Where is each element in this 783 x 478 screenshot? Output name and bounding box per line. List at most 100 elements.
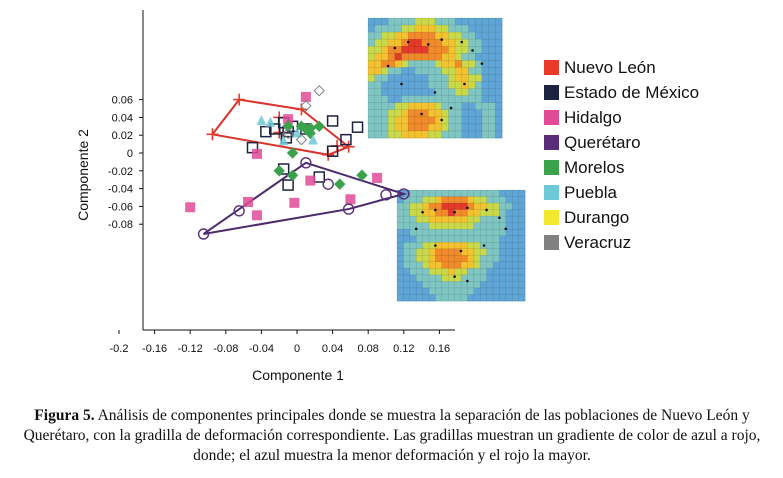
grid-cell	[448, 81, 456, 89]
grid-cell	[416, 229, 423, 237]
grid-cell	[394, 53, 402, 61]
grid-cell	[409, 229, 417, 237]
grid-cell	[428, 67, 436, 75]
grid-cell	[488, 81, 496, 89]
grid-cell	[499, 216, 507, 223]
grid-cell	[455, 18, 463, 26]
point-puebla	[292, 127, 302, 138]
grid-cell	[397, 268, 404, 276]
grid-cell	[480, 268, 487, 276]
grid-cell	[401, 60, 409, 68]
grid-cell	[414, 74, 422, 82]
grid-cell	[467, 248, 475, 256]
grid-cell	[512, 216, 519, 223]
grid-cell	[461, 109, 469, 118]
grid-cell	[481, 32, 489, 40]
legend-item: Nuevo León	[544, 55, 699, 80]
grid-cell	[488, 67, 496, 75]
grid-cell	[448, 274, 455, 282]
x-tick-label: 0.08	[357, 343, 378, 355]
grid-cell	[495, 88, 503, 96]
grid-cell	[455, 60, 463, 68]
grid-cell	[435, 102, 442, 111]
grid-cell	[480, 216, 487, 223]
grid-cell	[461, 196, 468, 204]
y-tick-label: -0.08	[108, 219, 133, 231]
grid-cell	[480, 287, 487, 295]
grid-cell	[403, 196, 411, 204]
grid-cell	[468, 32, 476, 40]
grid-cell	[441, 95, 449, 104]
grid-cell	[422, 209, 430, 217]
grid-cell	[505, 281, 513, 289]
grid-cell	[495, 102, 503, 111]
grid-cell	[518, 255, 526, 263]
grid-cell	[461, 248, 468, 256]
grid-cell	[368, 32, 375, 40]
grid-cell	[408, 74, 416, 82]
landmark-dot	[393, 46, 397, 50]
grid-cell	[435, 255, 443, 263]
grid-cell	[422, 196, 430, 204]
grid-cell	[481, 25, 489, 33]
point-hidalgo	[243, 196, 254, 207]
landmark-dot	[406, 40, 410, 44]
grid-cell	[429, 281, 436, 289]
grid-cell	[495, 109, 503, 118]
grid-cell	[441, 294, 449, 302]
grid-cell	[403, 255, 411, 263]
grid-cell	[429, 248, 436, 256]
grid-cell	[421, 25, 429, 33]
grid-cell	[455, 81, 463, 89]
grid-cell	[461, 102, 469, 111]
grid-cell	[473, 235, 481, 243]
grid-cell	[481, 60, 489, 68]
grid-cell	[401, 88, 409, 96]
grid-cell	[416, 255, 423, 263]
grid-cell	[381, 53, 389, 61]
grid-cell	[473, 268, 481, 276]
grid-cell	[429, 268, 436, 276]
grid-cell	[403, 216, 411, 223]
grid-cell	[475, 25, 483, 33]
grid-cell	[441, 74, 449, 82]
grid-cell	[461, 67, 469, 75]
grid-cell	[467, 209, 475, 217]
grid-cell	[388, 116, 396, 125]
grid-cell	[414, 60, 422, 68]
grid-cell	[495, 116, 503, 125]
grid-cell	[401, 67, 409, 75]
grid-cell	[493, 261, 500, 269]
legend-label: Puebla	[564, 182, 617, 202]
grid-cell	[481, 130, 489, 139]
point-hidalgo	[283, 114, 294, 125]
grid-cell	[441, 116, 449, 125]
grid-cell	[414, 95, 422, 104]
grid-cell	[448, 248, 455, 256]
grid-cell	[435, 81, 442, 89]
grid-cell	[401, 74, 409, 82]
grid-cell	[486, 248, 494, 256]
grid-cell	[505, 229, 513, 237]
grid-cell	[435, 46, 442, 54]
grid-cell	[422, 242, 430, 250]
grid-cell	[448, 39, 456, 47]
grid-cell	[486, 268, 494, 276]
grid-cell	[435, 229, 443, 237]
grid-cell	[414, 116, 422, 125]
grid-cell	[455, 109, 463, 118]
grid-cell	[414, 25, 422, 33]
grid-cell	[512, 274, 519, 282]
grid-cell	[493, 294, 500, 302]
legend-swatch	[544, 60, 559, 75]
grid-cell	[368, 81, 375, 89]
grid-cell	[401, 116, 409, 125]
grid-cell	[448, 261, 455, 269]
grid-cell	[368, 25, 375, 33]
grid-cell	[493, 242, 500, 250]
grid-cell	[448, 130, 456, 139]
grid-cell	[518, 274, 526, 282]
grid-cell	[388, 32, 396, 40]
grid-cell	[486, 203, 494, 210]
tick-labels: -0.2 -0.16 -0.12 -0.08 -0.04 0 0.04 0.08 0.12 0.1…	[108, 95, 450, 355]
